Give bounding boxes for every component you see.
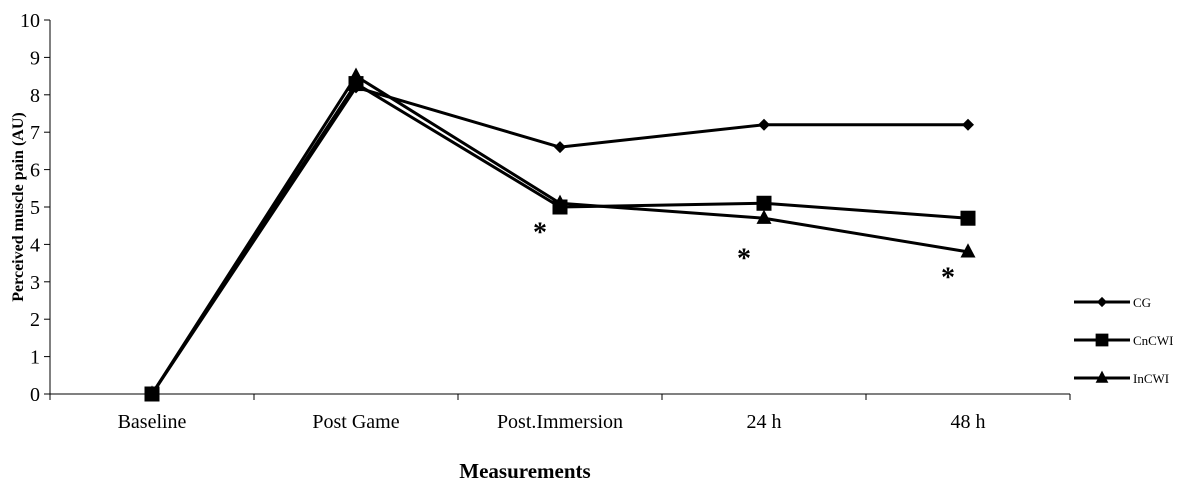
chart-legend: CG CnCWI InCWI [1074,295,1173,386]
legend-marker [1095,370,1109,383]
legend-item-incwi: InCWI [1074,370,1169,386]
y-tick-label: 6 [30,160,40,182]
y-tick-label: 3 [30,272,40,294]
legend-marker [1095,333,1109,347]
x-tick-label: Post Game [312,411,399,433]
series-lines [150,74,969,395]
y-tick-label: 7 [30,122,40,144]
legend-marker [1096,296,1108,308]
series-line-cncwi [150,82,969,395]
data-point-cncwi [960,210,976,226]
data-point-incwi [960,243,976,258]
y-tick-label: 0 [30,384,40,406]
x-axis-title: Measurements [459,459,590,483]
significance-asterisk: * [737,244,751,275]
y-tick-label: 4 [30,234,40,256]
data-point-cg [962,118,974,131]
significance-asterisk: * [533,217,547,248]
x-tick-label: Post.Immersion [497,411,623,433]
x-tick-label: 24 h [747,411,782,433]
data-point-cg [758,118,770,131]
data-point-cg [554,141,566,154]
y-tick-label: 1 [30,347,40,369]
data-point-incwi [144,385,160,400]
legend-item-cncwi: CnCWI [1074,333,1173,348]
y-tick-label: 8 [30,85,40,107]
data-point-incwi [756,209,772,224]
x-tick-label: Baseline [118,411,187,433]
y-axis-ticks: 0 1 2 3 4 5 6 7 8 9 10 [20,10,50,406]
x-axis-ticks: Baseline Post Game Post.Immersion 24 h 48 h [49,394,1071,433]
series-markers [144,67,976,402]
y-tick-label: 5 [30,197,40,219]
y-tick-label: 10 [20,10,40,32]
x-tick-label: 48 h [951,411,986,433]
legend-label: CnCWI [1133,333,1173,348]
significance-annotations: * * * [533,217,955,293]
significance-asterisk: * [941,262,955,293]
series-line-cg [150,85,968,395]
y-tick-label: 9 [30,47,40,69]
data-point-cncwi [756,195,772,211]
legend-item-cg: CG [1074,295,1151,310]
y-tick-label: 2 [30,309,40,331]
legend-label: InCWI [1133,371,1169,386]
data-point-incwi [552,194,568,209]
y-axis-title: Perceived muscle pain (AU) [10,112,27,301]
legend-label: CG [1133,295,1151,310]
data-point-incwi [348,67,364,82]
